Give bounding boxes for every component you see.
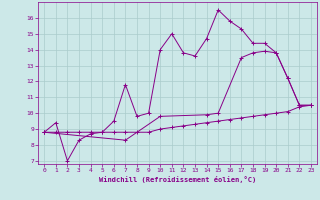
X-axis label: Windchill (Refroidissement éolien,°C): Windchill (Refroidissement éolien,°C): [99, 176, 256, 183]
